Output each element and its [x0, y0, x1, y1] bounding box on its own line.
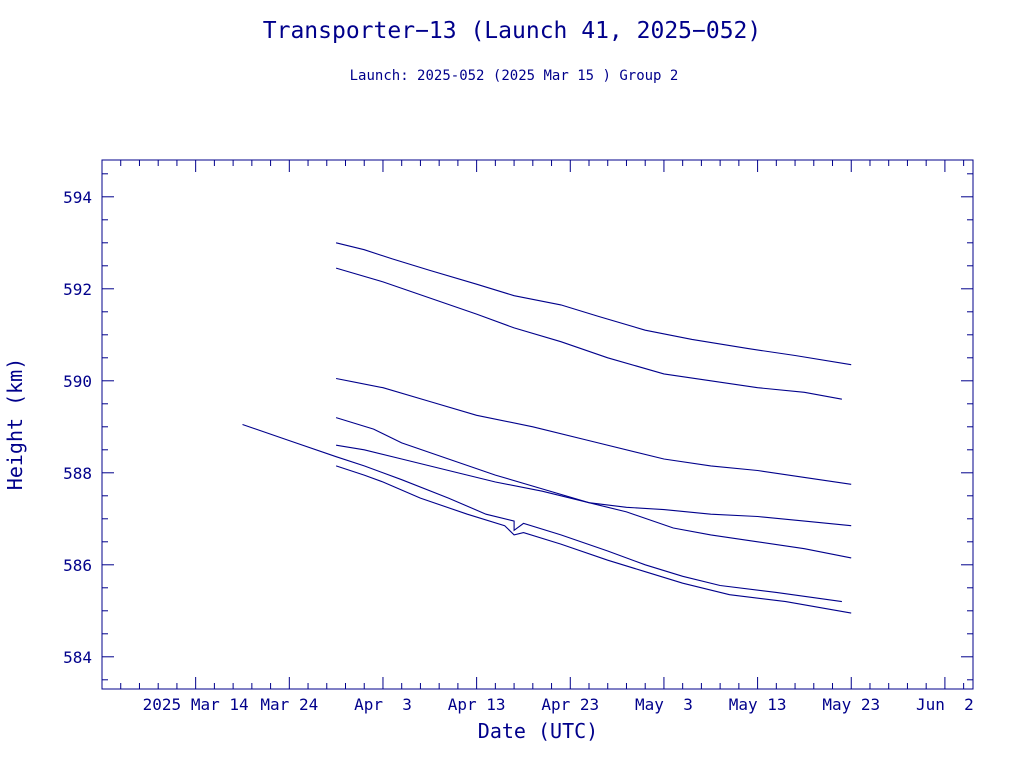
- series-line-6: [242, 423, 842, 603]
- y-tick-label: 584: [63, 648, 92, 667]
- x-tick-label: Apr 3: [354, 695, 412, 714]
- series-line-7: [335, 465, 852, 614]
- x-tick-label: 2025 Mar 14: [143, 695, 249, 714]
- series-line-5: [336, 444, 852, 527]
- series-line-2: [335, 267, 842, 400]
- series-line-1: [335, 242, 852, 366]
- y-tick-label: 588: [63, 464, 92, 483]
- x-tick-label: Apr 23: [541, 695, 599, 714]
- x-tick-label: May 3: [635, 695, 693, 714]
- x-tick-label: May 23: [822, 695, 880, 714]
- x-tick-label: Mar 24: [260, 695, 318, 714]
- plot-frame: [101, 159, 974, 690]
- y-tick-label: 592: [63, 280, 92, 299]
- y-axis-label: Height (km): [3, 358, 27, 490]
- y-tick-label: 590: [63, 372, 92, 391]
- series-line-4: [335, 417, 852, 559]
- x-axis-label: Date (UTC): [478, 719, 598, 743]
- axis-tick-labels: 584 586 588 590 592 594 2025 Mar 14 Mar 24 Apr 3…: [63, 188, 974, 714]
- x-tick-label: Apr 13: [448, 695, 506, 714]
- chart-title: Transporter−13 (Launch 41, 2025−052): [263, 18, 762, 44]
- axis-ticks: [102, 160, 973, 689]
- series-line-3: [335, 377, 852, 485]
- y-tick-label: 586: [63, 556, 92, 575]
- y-tick-label: 594: [63, 188, 92, 207]
- series-lines: [242, 242, 852, 614]
- x-tick-label: May 13: [729, 695, 787, 714]
- x-tick-label: Jun 2: [916, 695, 974, 714]
- chart-subtitle: Launch: 2025-052 (2025 Mar 15 ) Group 2: [350, 68, 679, 84]
